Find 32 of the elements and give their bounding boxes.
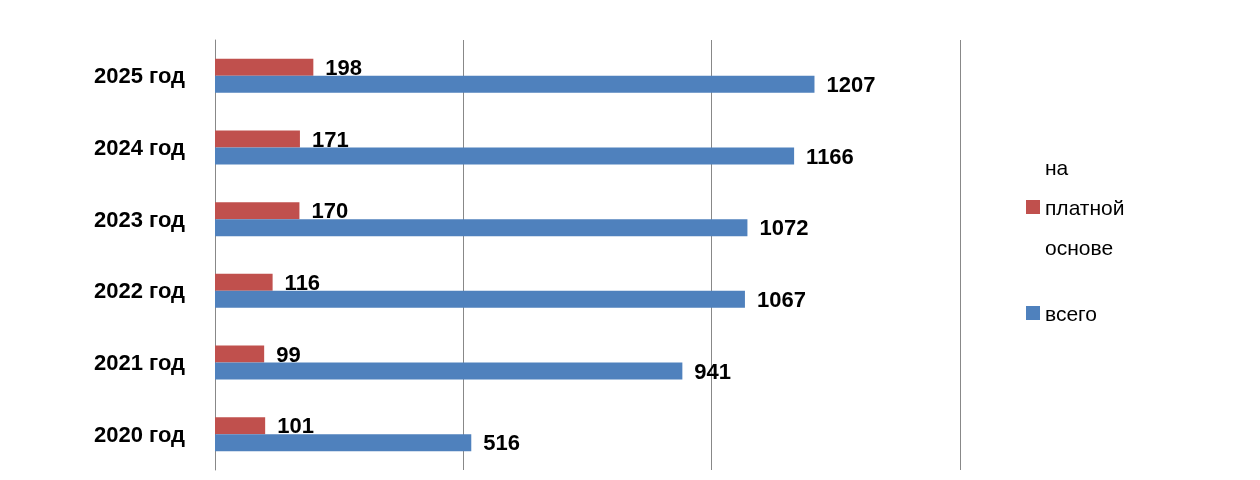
y-tick-label: 2021 год [93,350,186,375]
data-label: 1072 [759,215,809,241]
data-label: 1166 [806,143,854,169]
bar [215,417,266,435]
bar [215,434,472,452]
data-label: 170 [311,198,349,224]
bar [215,345,265,363]
data-label: 101 [277,413,314,439]
data-label: 198 [325,54,363,80]
y-tick-label: 2022 год [93,278,186,304]
data-label: 171 [311,126,349,152]
data-label: 116 [284,269,321,295]
bar [215,58,314,76]
y-tick-label: 2024 год [93,135,186,160]
bar [215,75,815,93]
data-label: 941 [694,358,732,384]
bar [215,362,683,380]
data-label: 1067 [756,286,806,312]
bar [215,273,273,291]
y-tick-label: 2025 год [93,63,186,89]
legend-label: всего [1045,301,1097,325]
bar [215,290,745,308]
bar [215,202,300,220]
data-label: 1207 [826,71,876,97]
y-tick-label: 2020 год [93,421,186,447]
y-tick-label: 2023 год [93,206,186,232]
bar [215,147,795,165]
bar [215,219,748,237]
data-label: 516 [483,430,520,456]
bar [215,130,300,148]
data-label: 99 [276,341,301,367]
legend-label: на платной основе [1045,155,1131,259]
